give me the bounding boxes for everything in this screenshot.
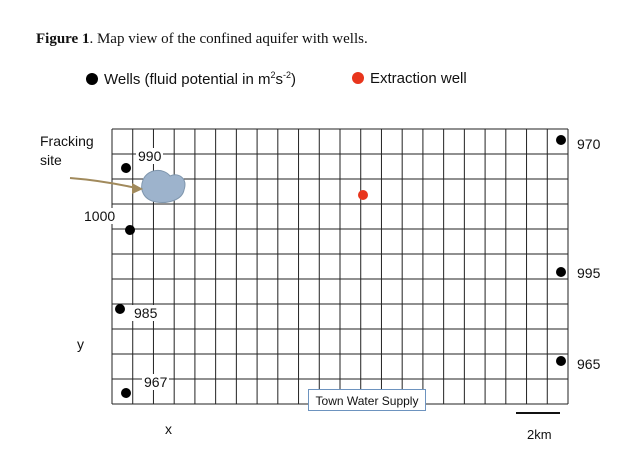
well-990-label: 990 (136, 148, 164, 164)
x-axis-label: x (165, 421, 172, 437)
site-label-line1: Fracking (40, 133, 94, 149)
wells-legend-mid: s (275, 71, 283, 88)
caption-number: Figure 1 (36, 31, 90, 47)
site-arrowhead (132, 183, 143, 194)
scale-label: 2km (527, 427, 552, 442)
well-995-marker (556, 267, 566, 277)
caption-text: . Map view of the confined aquifer with … (89, 31, 368, 47)
well-965-marker (556, 356, 566, 366)
well-970-marker (556, 135, 566, 145)
wells-legend-sup2: -2 (282, 70, 291, 80)
site-arrow (69, 177, 137, 189)
scale-bar (516, 412, 560, 414)
extraction-well-marker (358, 190, 368, 200)
well-965-label: 965 (577, 356, 601, 372)
well-967-marker (121, 388, 131, 398)
well-970-label: 970 (577, 136, 601, 152)
wells-legend-sup1: 2 (270, 70, 276, 80)
legend-extraction: Extraction well (352, 70, 467, 87)
fracking-site-blob (141, 170, 186, 203)
extraction-legend-icon (352, 72, 364, 84)
well-985-label: 985 (132, 305, 160, 321)
map-grid (111, 128, 569, 405)
well-995-label: 995 (577, 265, 601, 281)
well-990-marker (121, 163, 131, 173)
wells-legend-suffix: ) (291, 71, 296, 88)
site-label-line2: site (40, 152, 62, 168)
well-1000-label: 1000 (82, 208, 118, 224)
legend-wells: Wells (fluid potential in m2s-2) (86, 70, 296, 88)
town-water-supply-box: Town Water Supply (308, 389, 426, 411)
y-axis-label: y (77, 336, 84, 352)
wells-legend-prefix: Wells (fluid potential in m (104, 71, 271, 88)
well-1000-marker (125, 225, 135, 235)
figure-caption: Figure 1. Map view of the confined aquif… (36, 31, 368, 48)
well-legend-icon (86, 73, 98, 85)
extraction-legend-label: Extraction well (370, 70, 467, 87)
well-967-label: 967 (142, 374, 170, 390)
well-985-marker (115, 304, 125, 314)
